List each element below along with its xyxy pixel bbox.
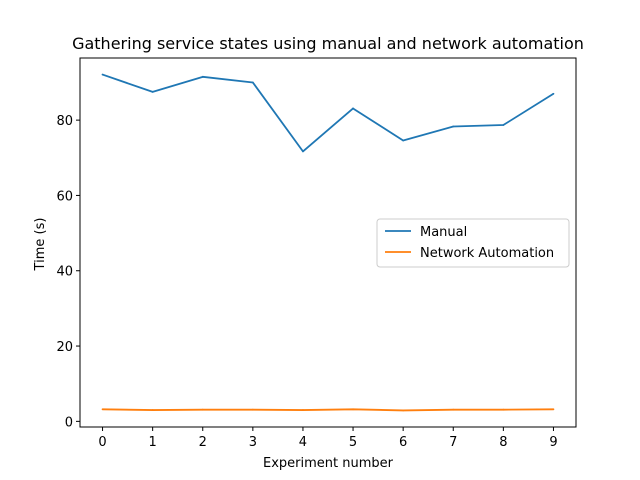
y-tick-label: 80	[56, 114, 73, 129]
data-point-network-automation	[302, 409, 304, 411]
data-point-manual	[552, 92, 555, 95]
x-tick-label: 5	[349, 435, 357, 450]
data-point-manual	[101, 73, 104, 76]
legend-label: Network Automation	[420, 246, 554, 261]
data-point-manual	[452, 125, 455, 128]
data-point-manual	[352, 107, 354, 110]
data-point-network-automation	[402, 409, 405, 412]
y-axis-label: Time (s)	[33, 218, 48, 272]
x-tick-label: 2	[199, 435, 207, 450]
y-axis: 0 20 40 60 80	[56, 114, 80, 430]
data-point-network-automation	[151, 409, 154, 411]
y-tick-label: 20	[56, 340, 73, 355]
x-tick-label: 7	[449, 435, 457, 450]
x-tick-label: 8	[499, 435, 507, 450]
plot-frame	[79, 57, 577, 428]
y-tick-label: 40	[56, 265, 73, 280]
data-point-manual	[502, 124, 505, 126]
x-tick-label: 3	[249, 435, 257, 450]
x-tick-label: 9	[549, 435, 557, 450]
x-tick-label: 4	[299, 435, 307, 450]
y-tick-label: 60	[56, 189, 73, 204]
data-point-network-automation	[552, 408, 555, 411]
x-axis-label: Experiment number	[263, 456, 394, 471]
x-tick-label: 1	[149, 435, 157, 450]
data-point-network-automation	[251, 408, 254, 411]
data-point-manual	[201, 75, 204, 78]
legend: Manual Network Automation	[376, 218, 570, 268]
series-line-manual	[102, 73, 554, 153]
data-point-network-automation	[502, 408, 505, 411]
data-point-manual	[302, 150, 304, 153]
series-line-network-automation	[102, 408, 554, 412]
x-axis: 0 1 2 3 4 5 6 7 8 9	[98, 427, 558, 450]
data-point-manual	[251, 81, 254, 84]
legend-label: Manual	[420, 225, 467, 240]
data-point-manual	[402, 139, 405, 142]
plot-area	[79, 57, 577, 428]
data-point-network-automation	[352, 408, 354, 411]
legend-box	[376, 218, 570, 268]
y-tick-label: 0	[65, 415, 73, 430]
series-layer	[101, 73, 555, 412]
chart-title: Gathering service states using manual an…	[72, 34, 584, 53]
data-point-network-automation	[201, 408, 204, 411]
data-point-manual	[151, 90, 154, 93]
x-tick-label: 0	[98, 435, 106, 450]
data-point-network-automation	[452, 408, 455, 411]
x-tick-label: 6	[399, 435, 407, 450]
data-point-network-automation	[101, 408, 104, 411]
